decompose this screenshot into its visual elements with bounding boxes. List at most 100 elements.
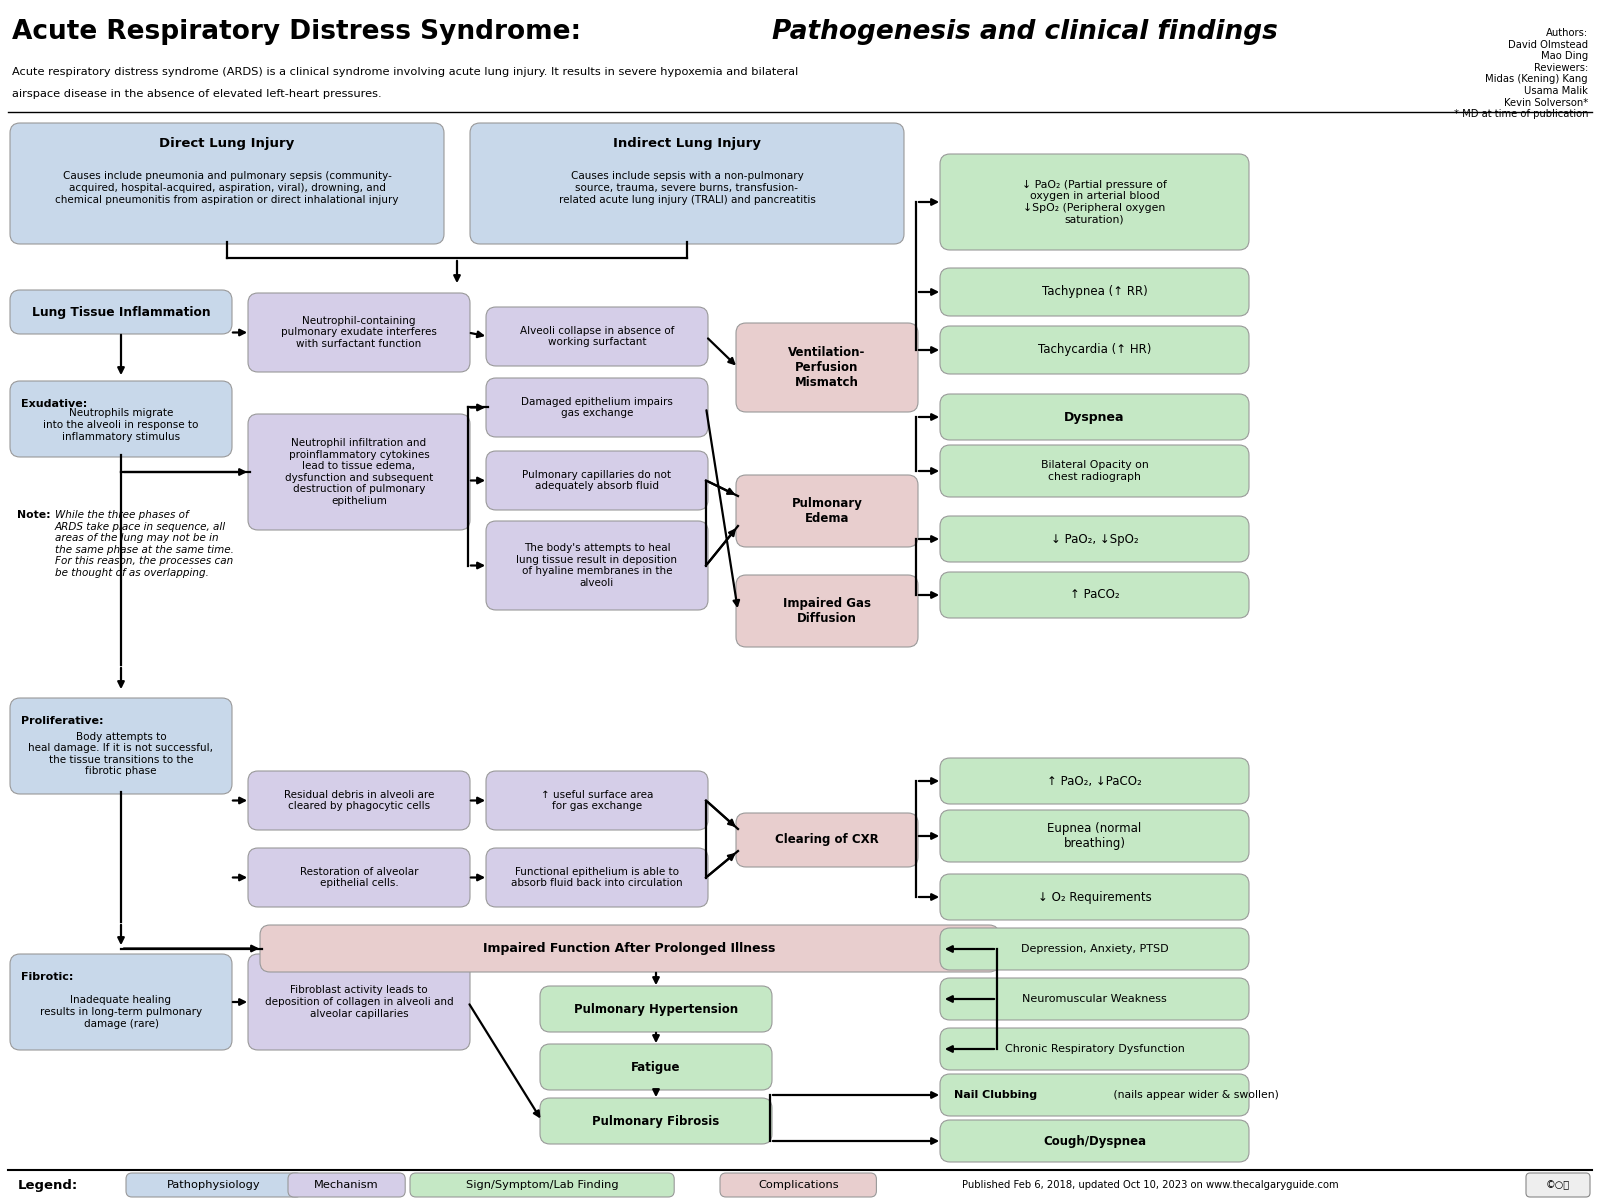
FancyBboxPatch shape	[941, 810, 1250, 862]
FancyBboxPatch shape	[486, 770, 707, 830]
FancyBboxPatch shape	[941, 1028, 1250, 1070]
Text: ↑ PaO₂, ↓PaCO₂: ↑ PaO₂, ↓PaCO₂	[1046, 774, 1142, 787]
FancyBboxPatch shape	[941, 874, 1250, 920]
Text: Functional epithelium is able to
absorb fluid back into circulation: Functional epithelium is able to absorb …	[510, 866, 683, 888]
Text: Fibroblast activity leads to
deposition of collagen in alveoli and
alveolar capi: Fibroblast activity leads to deposition …	[264, 985, 453, 1019]
Text: Pathogenesis and clinical findings: Pathogenesis and clinical findings	[771, 19, 1278, 44]
Text: Proliferative:: Proliferative:	[21, 716, 104, 726]
Text: Direct Lung Injury: Direct Lung Injury	[160, 138, 294, 150]
Text: Neuromuscular Weakness: Neuromuscular Weakness	[1022, 994, 1166, 1004]
FancyBboxPatch shape	[486, 307, 707, 366]
Text: Tachycardia (↑ HR): Tachycardia (↑ HR)	[1038, 343, 1150, 356]
FancyBboxPatch shape	[486, 451, 707, 510]
Text: Complications: Complications	[758, 1180, 838, 1190]
Text: The body's attempts to heal
lung tissue result in deposition
of hyaline membrane: The body's attempts to heal lung tissue …	[517, 544, 677, 588]
FancyBboxPatch shape	[541, 1098, 773, 1144]
Text: Note:: Note:	[18, 510, 51, 520]
FancyBboxPatch shape	[248, 770, 470, 830]
Text: Published Feb 6, 2018, updated Oct 10, 2023 on www.thecalgaryguide.com: Published Feb 6, 2018, updated Oct 10, 2…	[962, 1180, 1338, 1190]
FancyBboxPatch shape	[288, 1174, 405, 1198]
FancyBboxPatch shape	[736, 323, 918, 412]
Text: Pathophysiology: Pathophysiology	[166, 1180, 261, 1190]
FancyBboxPatch shape	[126, 1174, 302, 1198]
Text: Inadequate healing
results in long-term pulmonary
damage (rare): Inadequate healing results in long-term …	[40, 996, 202, 1028]
Text: Sign/Symptom/Lab Finding: Sign/Symptom/Lab Finding	[466, 1180, 619, 1190]
Text: ©○⃝: ©○⃝	[1546, 1180, 1570, 1190]
FancyBboxPatch shape	[486, 521, 707, 610]
Text: Mechanism: Mechanism	[314, 1180, 379, 1190]
FancyBboxPatch shape	[248, 293, 470, 372]
FancyBboxPatch shape	[10, 290, 232, 334]
Text: Body attempts to
heal damage. If it is not successful,
the tissue transitions to: Body attempts to heal damage. If it is n…	[29, 732, 213, 776]
FancyBboxPatch shape	[1526, 1174, 1590, 1198]
FancyBboxPatch shape	[941, 326, 1250, 374]
Text: Fatigue: Fatigue	[632, 1061, 680, 1074]
FancyBboxPatch shape	[941, 1120, 1250, 1162]
Text: Neutrophil infiltration and
proinflammatory cytokines
lead to tissue edema,
dysf: Neutrophil infiltration and proinflammat…	[285, 438, 434, 506]
FancyBboxPatch shape	[736, 475, 918, 547]
Text: ↓ PaO₂ (Partial pressure of
oxygen in arterial blood
↓SpO₂ (Peripheral oxygen
sa: ↓ PaO₂ (Partial pressure of oxygen in ar…	[1022, 180, 1166, 224]
Text: While the three phases of
ARDS take place in sequence, all
areas of the lung may: While the three phases of ARDS take plac…	[54, 510, 234, 578]
Text: Damaged epithelium impairs
gas exchange: Damaged epithelium impairs gas exchange	[522, 397, 674, 419]
Text: Tachypnea (↑ RR): Tachypnea (↑ RR)	[1042, 286, 1147, 299]
Text: airspace disease in the absence of elevated left-heart pressures.: airspace disease in the absence of eleva…	[13, 89, 382, 98]
Text: Dyspnea: Dyspnea	[1064, 410, 1125, 424]
FancyBboxPatch shape	[10, 954, 232, 1050]
Text: Restoration of alveolar
epithelial cells.: Restoration of alveolar epithelial cells…	[299, 866, 418, 888]
Text: Eupnea (normal
breathing): Eupnea (normal breathing)	[1048, 822, 1142, 850]
FancyBboxPatch shape	[259, 925, 998, 972]
Text: Exudative:: Exudative:	[21, 398, 88, 409]
Text: Clearing of CXR: Clearing of CXR	[774, 834, 878, 846]
Text: Causes include sepsis with a non-pulmonary
source, trauma, severe burns, transfu: Causes include sepsis with a non-pulmona…	[558, 172, 816, 204]
FancyBboxPatch shape	[941, 572, 1250, 618]
Text: Fibrotic:: Fibrotic:	[21, 972, 74, 982]
FancyBboxPatch shape	[736, 575, 918, 647]
Text: Chronic Respiratory Dysfunction: Chronic Respiratory Dysfunction	[1005, 1044, 1184, 1054]
Text: Pulmonary
Edema: Pulmonary Edema	[792, 497, 862, 526]
FancyBboxPatch shape	[720, 1174, 877, 1198]
FancyBboxPatch shape	[941, 1074, 1250, 1116]
FancyBboxPatch shape	[470, 122, 904, 244]
FancyBboxPatch shape	[941, 394, 1250, 440]
Text: Depression, Anxiety, PTSD: Depression, Anxiety, PTSD	[1021, 944, 1168, 954]
Text: Neutrophil-containing
pulmonary exudate interferes
with surfactant function: Neutrophil-containing pulmonary exudate …	[282, 316, 437, 349]
Text: Acute respiratory distress syndrome (ARDS) is a clinical syndrome involving acut: Acute respiratory distress syndrome (ARD…	[13, 67, 798, 77]
Text: (nails appear wider & swollen): (nails appear wider & swollen)	[1110, 1090, 1278, 1100]
Text: Alveoli collapse in absence of
working surfactant: Alveoli collapse in absence of working s…	[520, 325, 674, 347]
FancyBboxPatch shape	[410, 1174, 674, 1198]
FancyBboxPatch shape	[736, 814, 918, 866]
Text: Cough/Dyspnea: Cough/Dyspnea	[1043, 1134, 1146, 1147]
Text: Bilateral Opacity on
chest radiograph: Bilateral Opacity on chest radiograph	[1040, 460, 1149, 481]
Text: Lung Tissue Inflammation: Lung Tissue Inflammation	[32, 306, 210, 318]
FancyBboxPatch shape	[941, 978, 1250, 1020]
FancyBboxPatch shape	[10, 698, 232, 794]
FancyBboxPatch shape	[541, 986, 773, 1032]
Text: Pulmonary capillaries do not
adequately absorb fluid: Pulmonary capillaries do not adequately …	[523, 469, 672, 491]
Text: Pulmonary Fibrosis: Pulmonary Fibrosis	[592, 1115, 720, 1128]
FancyBboxPatch shape	[941, 928, 1250, 970]
Text: Authors:
David Olmstead
Mao Ding
Reviewers:
Midas (Kening) Kang
Usama Malik
Kevi: Authors: David Olmstead Mao Ding Reviewe…	[1453, 28, 1587, 119]
FancyBboxPatch shape	[941, 154, 1250, 250]
Text: Legend:: Legend:	[18, 1178, 78, 1192]
FancyBboxPatch shape	[248, 414, 470, 530]
Text: Causes include pneumonia and pulmonary sepsis (community-
acquired, hospital-acq: Causes include pneumonia and pulmonary s…	[56, 172, 398, 204]
Text: Impaired Gas
Diffusion: Impaired Gas Diffusion	[782, 596, 870, 625]
FancyBboxPatch shape	[10, 380, 232, 457]
Text: ↓ O₂ Requirements: ↓ O₂ Requirements	[1038, 890, 1152, 904]
FancyBboxPatch shape	[941, 268, 1250, 316]
Text: ↑ PaCO₂: ↑ PaCO₂	[1070, 588, 1120, 601]
FancyBboxPatch shape	[486, 848, 707, 907]
Text: Ventilation-
Perfusion
Mismatch: Ventilation- Perfusion Mismatch	[789, 346, 866, 389]
Text: Pulmonary Hypertension: Pulmonary Hypertension	[574, 1002, 738, 1015]
Text: Indirect Lung Injury: Indirect Lung Injury	[613, 138, 762, 150]
FancyBboxPatch shape	[541, 1044, 773, 1090]
FancyBboxPatch shape	[941, 516, 1250, 562]
Text: Nail Clubbing: Nail Clubbing	[954, 1090, 1037, 1100]
FancyBboxPatch shape	[486, 378, 707, 437]
FancyBboxPatch shape	[248, 954, 470, 1050]
Text: Acute Respiratory Distress Syndrome:: Acute Respiratory Distress Syndrome:	[13, 19, 590, 44]
Text: Neutrophils migrate
into the alveoli in response to
inflammatory stimulus: Neutrophils migrate into the alveoli in …	[43, 408, 198, 442]
Text: Residual debris in alveoli are
cleared by phagocytic cells: Residual debris in alveoli are cleared b…	[283, 790, 434, 811]
Text: ↑ useful surface area
for gas exchange: ↑ useful surface area for gas exchange	[541, 790, 653, 811]
FancyBboxPatch shape	[941, 445, 1250, 497]
